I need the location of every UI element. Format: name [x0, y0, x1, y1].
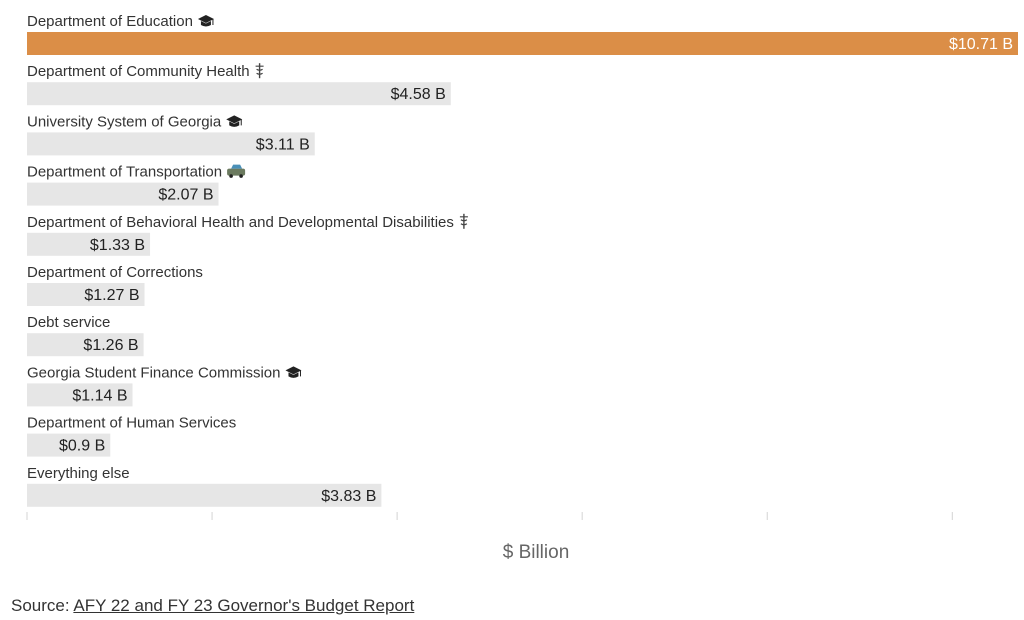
bar-row: Department of Community Health $4.58 B — [27, 63, 451, 106]
bar-row: Department of Transportation $2.07 B — [27, 164, 246, 206]
category-label: University System of Georgia — [27, 113, 222, 130]
bar-row: University System of Georgia $3.11 B — [27, 113, 315, 156]
bar — [27, 333, 144, 357]
graduation-cap-icon — [197, 15, 214, 27]
bar-row: Department of Human Services $0.9 B — [27, 415, 236, 457]
category-label: Department of Human Services — [27, 415, 236, 432]
bar — [27, 433, 111, 457]
bar — [27, 232, 151, 256]
category-label: Department of Behavioral Health and Deve… — [27, 214, 454, 231]
category-label: Department of Transportation — [27, 164, 222, 181]
bar-row: Debt service $1.26 B — [27, 314, 144, 357]
medical-caduceus-icon — [255, 63, 264, 79]
source-link[interactable]: AFY 22 and FY 23 Governor's Budget Repor… — [73, 596, 415, 615]
value-label: $3.11 B — [256, 136, 310, 153]
value-label: $1.14 B — [72, 387, 127, 404]
bar — [27, 383, 133, 407]
category-label: Department of Corrections — [27, 264, 203, 281]
value-label: $2.07 B — [158, 187, 213, 204]
car-icon — [227, 164, 246, 178]
bar-rows: Department of Education$10.71 BDepartmen… — [27, 13, 1018, 507]
x-axis-ticks — [26, 512, 953, 520]
value-label: $3.83 B — [321, 488, 376, 505]
bar-row: Georgia Student Finance Commission $1.14 … — [27, 364, 302, 407]
bar-row: Department of Behavioral Health and Deve… — [27, 213, 468, 256]
bar-row: Department of Corrections $1.27 B — [27, 264, 203, 306]
bar — [27, 283, 145, 306]
bar-row: Everything else $3.83 B — [27, 465, 382, 507]
medical-caduceus-icon — [459, 213, 468, 229]
category-label: Debt service — [27, 314, 110, 331]
category-label: Georgia Student Finance Commission — [27, 364, 280, 381]
source-note: Source: AFY 22 and FY 23 Governor's Budg… — [11, 596, 414, 616]
value-label: $1.26 B — [83, 337, 138, 354]
bar — [27, 483, 382, 507]
value-label: $1.27 B — [84, 287, 139, 304]
bar — [27, 82, 451, 106]
value-label: $0.9 B — [59, 438, 105, 455]
bar — [27, 182, 219, 206]
category-label: Department of Education — [27, 13, 193, 30]
source-prefix: Source: — [11, 596, 74, 615]
bar-chart: Department of Education$10.71 BDepartmen… — [26, 13, 1018, 563]
graduation-cap-icon — [226, 115, 243, 127]
bar — [27, 32, 1018, 55]
category-label: Department of Community Health — [27, 63, 250, 80]
x-axis-title: $ Billion — [503, 542, 570, 563]
category-label: Everything else — [27, 465, 130, 482]
value-label: $10.71 B — [949, 36, 1013, 53]
bar-row: Department of Education $10.71 B — [27, 13, 1018, 55]
graduation-cap-icon — [285, 366, 302, 378]
bar — [27, 132, 315, 156]
value-label: $1.33 B — [90, 237, 145, 254]
value-label: $4.58 B — [391, 86, 446, 103]
